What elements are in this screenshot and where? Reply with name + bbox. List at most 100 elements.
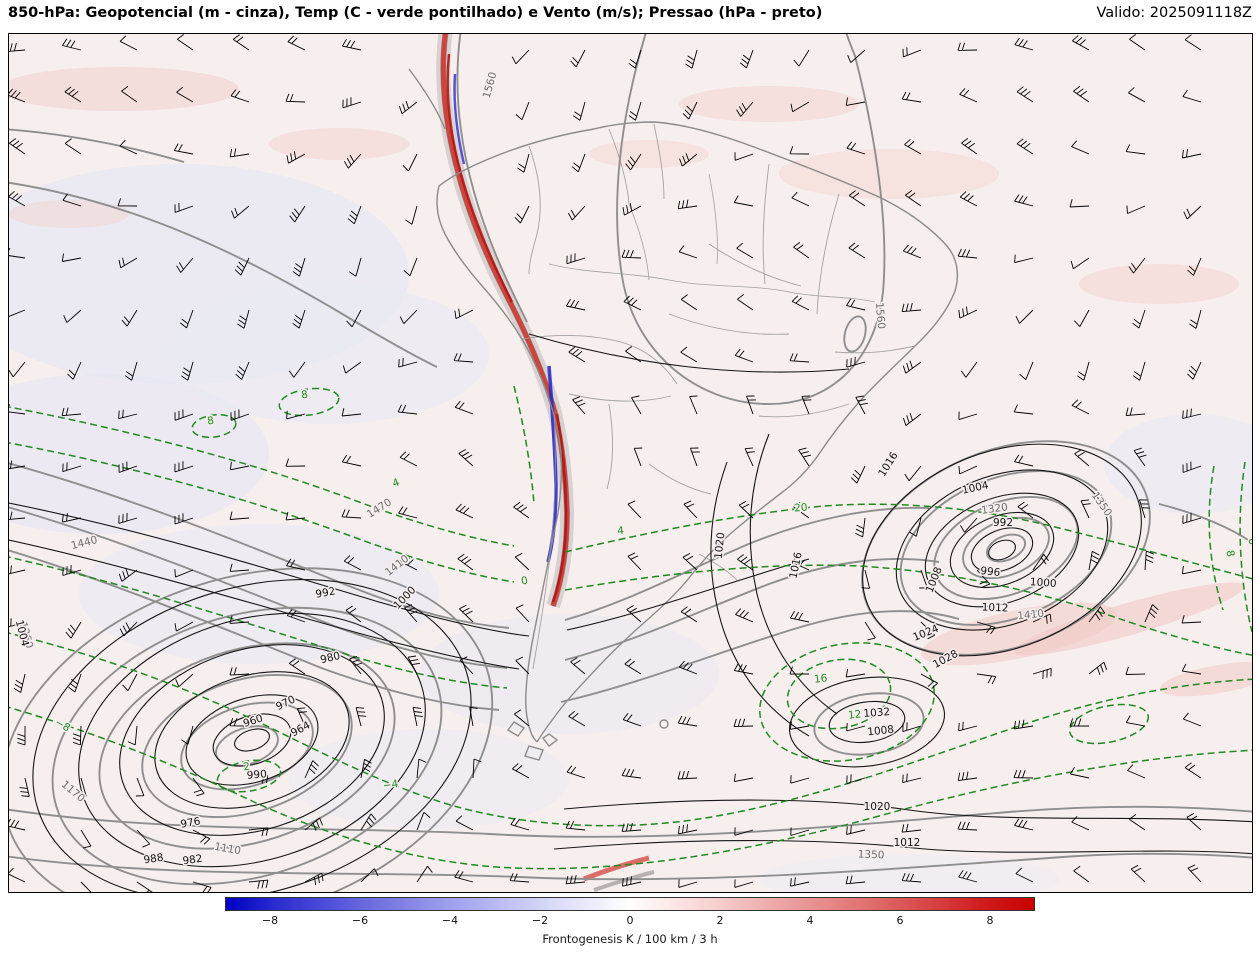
wind-barb	[514, 552, 530, 571]
wind-barb	[570, 657, 586, 675]
wind-barb	[342, 361, 362, 374]
wind-barb	[454, 400, 474, 415]
wind-barb	[119, 35, 138, 51]
wind-barb	[904, 465, 922, 482]
wind-barb	[565, 820, 586, 831]
wind-barb	[288, 658, 306, 675]
contour-label-pressure: 992	[315, 585, 337, 600]
wind-barb	[1014, 818, 1034, 831]
wind-barb	[1182, 89, 1202, 103]
contour-label-temperature: 0	[520, 575, 529, 588]
wind-barb	[514, 205, 530, 224]
wind-barb	[1186, 813, 1202, 831]
wind-barb	[78, 777, 87, 797]
wind-barb	[457, 553, 474, 571]
wind-barb	[793, 49, 810, 67]
wind-barb	[689, 395, 698, 415]
wind-barb	[119, 139, 138, 155]
wind-barb	[734, 152, 754, 161]
wind-barb	[285, 93, 306, 103]
wind-barb	[344, 153, 362, 169]
wind-barb	[360, 758, 372, 779]
wind-barb	[976, 621, 996, 635]
wind-barb	[677, 715, 698, 727]
wind-barb	[237, 309, 250, 329]
wind-barb	[959, 88, 978, 103]
wind-barb	[566, 765, 586, 779]
wind-barb	[1128, 257, 1146, 274]
wind-barb	[341, 408, 362, 417]
wind-barb	[1181, 149, 1202, 159]
wind-barb	[1017, 501, 1034, 519]
wind-barb	[118, 461, 138, 473]
wind-barb	[960, 517, 978, 533]
colorbar-tick: −4	[441, 914, 459, 927]
wind-barb	[230, 89, 250, 103]
wind-barb	[1125, 715, 1146, 727]
wind-barb	[790, 101, 810, 113]
wind-barb	[621, 822, 642, 832]
wind-barb	[790, 877, 810, 887]
wind-barb	[398, 357, 418, 368]
wind-barb	[919, 569, 928, 589]
wind-barb	[176, 257, 194, 273]
wind-barb	[1014, 254, 1034, 264]
wind-barb	[902, 244, 922, 259]
wind-barb	[622, 876, 642, 887]
wind-barb	[793, 242, 810, 259]
wind-barb	[566, 253, 586, 265]
wind-barb	[789, 721, 810, 730]
wind-barb	[416, 865, 433, 883]
wind-barb	[847, 49, 866, 63]
contour-label-pressure: 1000	[1029, 576, 1057, 590]
wind-barb	[1088, 550, 1100, 571]
wind-barb	[733, 718, 754, 728]
wind-barb	[175, 673, 194, 688]
wind-barb	[1080, 499, 1091, 519]
wind-barb	[846, 298, 866, 311]
wind-barb	[680, 294, 698, 311]
colorbar-tick: 8	[986, 914, 994, 927]
wind-barb	[958, 721, 978, 732]
wind-barb	[397, 404, 418, 415]
wind-barb	[1015, 309, 1034, 324]
wind-barb	[631, 395, 642, 415]
wind-barb	[9, 138, 26, 155]
wind-barb	[62, 565, 82, 576]
wind-barb	[682, 101, 698, 120]
wind-barb	[509, 873, 530, 883]
wind-barb	[510, 817, 530, 831]
wind-barb	[571, 153, 586, 173]
wind-barb	[454, 308, 474, 320]
wind-barb	[677, 824, 698, 835]
contour-label-pressure: 1020	[713, 532, 728, 560]
wind-barb	[685, 49, 698, 69]
wind-barb	[734, 348, 754, 363]
wind-barb	[61, 513, 82, 523]
wind-barb	[568, 205, 586, 221]
wind-barb	[957, 771, 978, 782]
wind-barb	[17, 726, 26, 746]
wind-barb	[1132, 309, 1146, 329]
colorbar-tick: 0	[626, 914, 634, 927]
wind-barb	[248, 774, 269, 784]
wind-barb	[961, 138, 978, 155]
wind-barb	[229, 667, 250, 676]
wind-barb	[404, 604, 418, 623]
wind-barb	[398, 506, 418, 519]
colorbar-tick: 4	[806, 914, 814, 927]
wind-barb	[515, 656, 530, 675]
wind-barb	[621, 768, 642, 779]
wind-barb	[1016, 138, 1034, 155]
wind-barb	[622, 203, 642, 216]
wind-barb	[469, 706, 478, 727]
wind-barb	[173, 143, 194, 155]
wind-barb	[677, 770, 698, 780]
wind-barb	[176, 86, 194, 103]
wind-barb	[958, 306, 978, 319]
wind-barb	[790, 827, 810, 836]
contour-label-temperature: −4	[382, 778, 399, 792]
wind-barb	[733, 195, 754, 207]
wind-barb	[13, 673, 26, 693]
wind-barb	[1014, 454, 1034, 467]
